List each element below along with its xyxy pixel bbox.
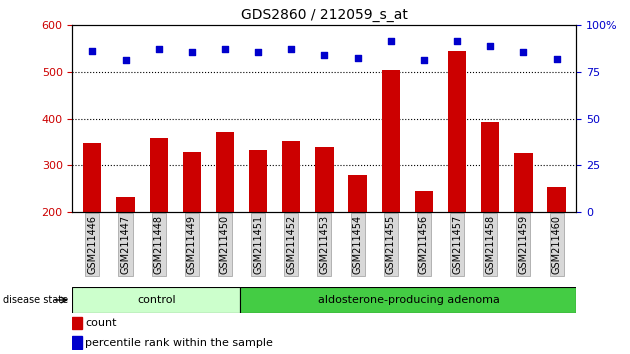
Bar [72, 317, 81, 329]
Bar [514, 153, 532, 212]
Bar [282, 141, 301, 212]
FancyBboxPatch shape [72, 287, 241, 313]
Bar [547, 187, 566, 212]
Bar [117, 198, 135, 212]
FancyBboxPatch shape [241, 287, 576, 313]
Point [319, 52, 329, 58]
Bar [481, 122, 500, 212]
Point [88, 48, 98, 53]
Point [551, 57, 561, 62]
Text: disease state: disease state [3, 295, 68, 305]
Point [253, 49, 263, 55]
Point [485, 43, 495, 49]
Point [353, 55, 363, 61]
Point [518, 49, 529, 55]
Bar [249, 150, 267, 212]
Point [154, 46, 164, 52]
Text: percentile rank within the sample: percentile rank within the sample [85, 338, 273, 348]
Bar [149, 138, 168, 212]
Point [286, 46, 296, 52]
Bar [183, 152, 201, 212]
Text: aldosterone-producing adenoma: aldosterone-producing adenoma [318, 295, 500, 305]
Bar [316, 147, 333, 212]
Text: count: count [85, 318, 117, 328]
Bar [83, 143, 101, 212]
Bar [382, 70, 400, 212]
Bar [348, 175, 367, 212]
Point [386, 38, 396, 44]
Point [186, 49, 197, 55]
Bar [415, 191, 433, 212]
Point [419, 57, 429, 63]
Bar [448, 51, 466, 212]
Title: GDS2860 / 212059_s_at: GDS2860 / 212059_s_at [241, 8, 408, 22]
Bar [216, 132, 234, 212]
Point [120, 57, 130, 63]
Text: control: control [137, 295, 176, 305]
Point [452, 38, 462, 44]
Point [220, 46, 230, 52]
Bar [72, 336, 81, 349]
